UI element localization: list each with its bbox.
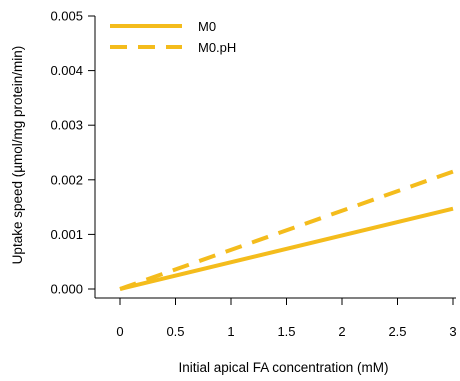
- y-tick-label: 0.003: [50, 118, 83, 133]
- x-tick-label: 2: [338, 324, 345, 339]
- series-layer: [119, 169, 454, 291]
- y-tick-label: 0.005: [50, 9, 83, 24]
- legend-label: M0: [198, 19, 216, 34]
- y-tick-label: 0.000: [50, 282, 83, 297]
- y-tick-label: 0.004: [50, 63, 83, 78]
- y-axis-title: Uptake speed (µmol/mg protein/min): [10, 46, 25, 265]
- series-line-m0-ph: [119, 169, 454, 291]
- x-tick-label: 1: [227, 324, 234, 339]
- x-tick-label: 1.5: [277, 324, 295, 339]
- series-line-m0: [119, 206, 454, 291]
- y-tick-label: 0.001: [50, 227, 83, 242]
- x-tick-label: 0: [116, 324, 123, 339]
- legend-label: M0.pH: [198, 40, 236, 55]
- legend: M0 M0.pH: [110, 19, 236, 55]
- x-tick-label: 3: [449, 324, 456, 339]
- x-axis-title: Initial apical FA concentration (mM): [178, 360, 388, 375]
- x-axis: 0 0.5 1 1.5 2 2.5 3: [116, 298, 457, 339]
- y-axis: 0.000 0.001 0.002 0.003 0.004 0.005: [50, 9, 95, 297]
- x-tick-label: 0.5: [166, 324, 184, 339]
- x-tick-label: 2.5: [388, 324, 406, 339]
- y-tick-label: 0.002: [50, 172, 83, 187]
- plot-frame: [94, 16, 456, 299]
